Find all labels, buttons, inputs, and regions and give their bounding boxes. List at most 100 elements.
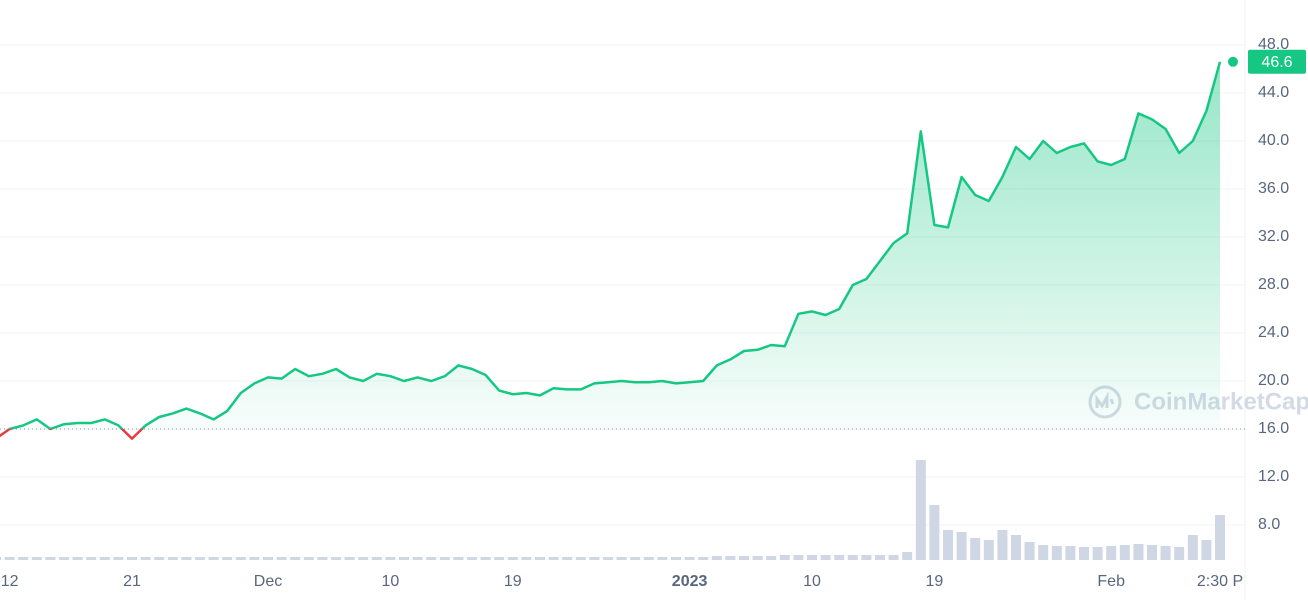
- volume-bar: [222, 557, 233, 560]
- volume-bar: [603, 557, 613, 560]
- volume-bar: [1024, 542, 1035, 560]
- volume-bar: [807, 555, 817, 560]
- volume-bar: [630, 557, 641, 560]
- volume-bar: [752, 556, 763, 560]
- volume-bar: [0, 557, 1, 560]
- volume-bar: [575, 557, 586, 560]
- volume-bar: [4, 557, 15, 560]
- y-tick-label: 40.0: [1258, 132, 1289, 149]
- x-tick-label: Feb: [1097, 573, 1125, 590]
- volume-bar: [45, 557, 56, 560]
- volume-bar: [371, 557, 382, 560]
- volume-bar: [1106, 546, 1117, 560]
- volume-bar: [412, 557, 423, 560]
- y-tick-label: 12.0: [1258, 468, 1289, 485]
- volume-bar: [303, 557, 314, 560]
- volume-bar: [711, 556, 722, 560]
- volume-bar: [113, 557, 124, 560]
- volume-bar: [684, 557, 695, 560]
- volume-bar: [1011, 535, 1021, 560]
- y-tick-label: 44.0: [1258, 84, 1289, 101]
- y-tick-label: 32.0: [1258, 228, 1289, 245]
- volume-bar: [820, 555, 831, 560]
- volume-bar: [997, 530, 1008, 560]
- volume-bar: [72, 557, 83, 560]
- volume-bar: [929, 505, 940, 560]
- volume-bar: [480, 557, 491, 560]
- volume-bar: [725, 556, 736, 560]
- x-tick-label: 21: [123, 573, 141, 590]
- volume-bar: [861, 555, 872, 560]
- volume-bar: [358, 557, 369, 560]
- volume-bar: [1065, 546, 1076, 560]
- volume-bar: [589, 557, 600, 560]
- volume-bar: [902, 552, 913, 560]
- volume-bar: [1133, 544, 1144, 560]
- volume-bar: [235, 557, 246, 560]
- volume-bar: [31, 557, 42, 560]
- x-tick-label: 12: [1, 573, 19, 590]
- volume-bar: [426, 557, 437, 560]
- volume-bar: [875, 555, 885, 560]
- volume-bar: [167, 557, 178, 560]
- y-tick-label: 8.0: [1258, 516, 1280, 533]
- volume-bar: [847, 555, 858, 560]
- last-price-badge: [1248, 49, 1306, 74]
- volume-bar: [915, 460, 926, 560]
- volume-bar: [1092, 547, 1103, 560]
- x-tick-label: 2:30 P: [1197, 573, 1243, 590]
- volume-bar: [698, 557, 709, 560]
- volume-bar: [290, 557, 301, 560]
- last-price-dot: [1228, 56, 1238, 67]
- volume-bar: [195, 557, 205, 560]
- volume-bar: [399, 557, 409, 560]
- volume-bar: [18, 557, 29, 560]
- volume-bar: [59, 557, 69, 560]
- x-tick-label: Dec: [254, 573, 282, 590]
- volume-bar: [1119, 545, 1130, 560]
- volume-bar: [263, 557, 273, 560]
- volume-bar: [1187, 535, 1198, 560]
- volume-bar: [888, 555, 899, 560]
- volume-bar: [344, 557, 355, 560]
- price-line: [0, 61, 1222, 440]
- volume-bar: [766, 556, 777, 560]
- volume-bar: [535, 557, 545, 560]
- volume-bar: [1160, 546, 1171, 560]
- volume-bar: [453, 557, 464, 560]
- price-area: [0, 61, 1220, 429]
- volume-bar: [643, 557, 654, 560]
- y-tick-label: 20.0: [1258, 372, 1289, 389]
- x-tick-label: 10: [803, 573, 821, 590]
- volume-bar: [739, 556, 749, 560]
- volume-bar: [140, 557, 151, 560]
- volume-bar: [249, 557, 260, 560]
- volume-bar: [943, 530, 953, 560]
- volume-bar: [657, 557, 668, 560]
- volume-bar: [1201, 540, 1212, 560]
- volume-bar: [127, 557, 137, 560]
- volume-bar: [834, 555, 845, 560]
- volume-bar: [317, 557, 328, 560]
- volume-bar: [439, 557, 450, 560]
- volume-bar: [507, 557, 518, 560]
- volume-bar: [779, 555, 790, 560]
- volume-bar: [1147, 545, 1157, 560]
- volume-bar: [793, 555, 804, 560]
- x-tick-label: 19: [504, 573, 522, 590]
- volume-bar: [331, 557, 341, 560]
- volume-bar: [1215, 515, 1225, 560]
- volume-bar: [1038, 545, 1049, 560]
- volume-bar: [1174, 547, 1185, 560]
- volume-bar: [1079, 547, 1089, 560]
- y-tick-label: 36.0: [1258, 180, 1289, 197]
- volume-bar: [208, 557, 219, 560]
- volume-bar: [521, 557, 532, 560]
- x-tick-label: 19: [926, 573, 944, 590]
- volume-bar: [181, 557, 192, 560]
- volume-bar: [562, 557, 573, 560]
- volume-bar: [99, 557, 110, 560]
- y-tick-label: 48.0: [1258, 36, 1289, 53]
- volume-bar: [671, 557, 681, 560]
- y-tick-label: 28.0: [1258, 276, 1289, 293]
